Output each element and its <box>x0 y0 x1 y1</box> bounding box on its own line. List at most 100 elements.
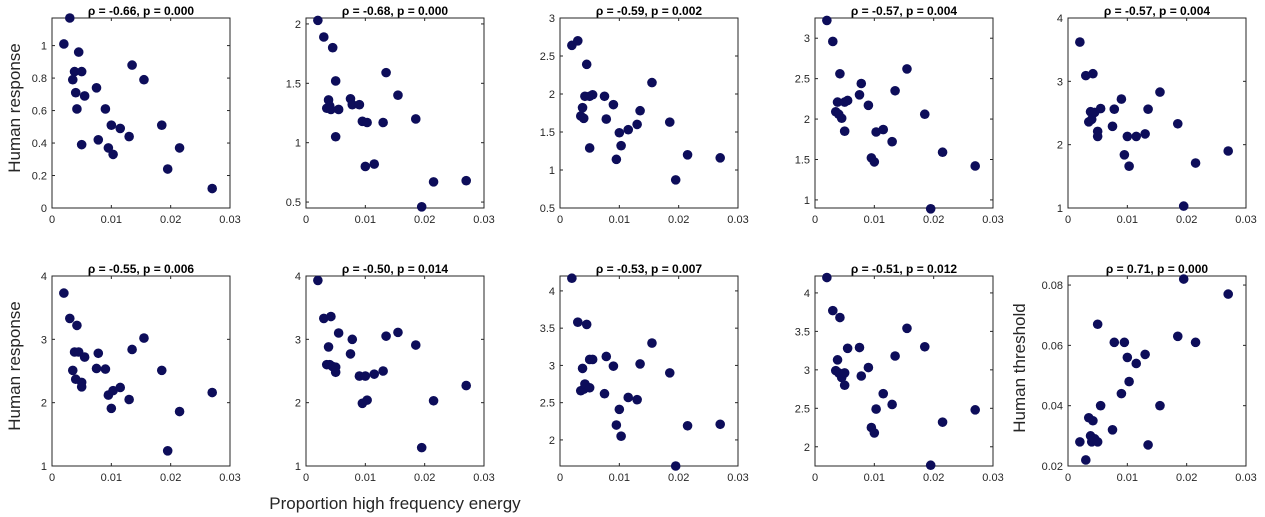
x-tick-label: 0 <box>303 214 309 226</box>
x-tick-label: 0.02 <box>923 214 944 226</box>
data-point <box>887 136 897 147</box>
data-point <box>65 13 75 23</box>
data-point <box>869 428 880 438</box>
data-point <box>1107 425 1118 435</box>
data-point <box>162 446 173 456</box>
data-point <box>664 368 675 378</box>
data-point <box>573 36 583 46</box>
y-tick-label: 4 <box>1057 13 1063 25</box>
data-point <box>79 91 90 101</box>
data-point <box>333 104 344 115</box>
data-point <box>632 119 642 130</box>
y-tick-label: 1 <box>804 195 810 207</box>
data-point <box>326 104 336 115</box>
y-tick-label: 2 <box>804 442 810 454</box>
data-point <box>1140 349 1150 360</box>
data-point <box>1178 274 1189 284</box>
data-point <box>608 361 619 371</box>
data-point <box>70 87 81 98</box>
data-point <box>863 362 874 373</box>
data-point <box>327 42 338 53</box>
data-point <box>682 150 693 160</box>
data-point <box>207 387 217 398</box>
data-point <box>919 341 930 352</box>
y-tick-label: 0 <box>41 203 47 215</box>
data-point <box>67 74 78 85</box>
y-tick-label: 0.4 <box>32 138 47 150</box>
data-point <box>584 143 595 153</box>
data-point <box>970 405 980 415</box>
data-point <box>1107 121 1118 132</box>
data-point <box>839 368 850 378</box>
data-point <box>162 164 173 174</box>
x-tick-label: 0.03 <box>982 214 1003 226</box>
data-point <box>1116 94 1127 104</box>
data-point <box>362 395 372 405</box>
data-point <box>108 149 118 160</box>
y-tick-label: 2 <box>295 398 301 410</box>
x-tick-label: 0.01 <box>609 472 630 484</box>
scatter-panel-1: 0 0.01 0.02 0.03 0 0.2 0.4 0.6 0.8 1 ρ = -0.66, p … <box>32 4 241 226</box>
data-point <box>608 99 619 110</box>
x-tick-label: 0.01 <box>101 214 122 226</box>
data-point <box>360 161 371 172</box>
y-tick-label: 3 <box>1057 76 1063 88</box>
data-point <box>1075 437 1085 447</box>
data-point <box>887 399 897 410</box>
data-point <box>428 177 439 187</box>
data-point <box>599 91 610 102</box>
x-tick-label: 0 <box>1065 214 1071 226</box>
data-point <box>854 90 865 100</box>
data-point <box>59 288 69 298</box>
y-tick-label: 0.06 <box>1042 340 1063 352</box>
data-point <box>362 117 372 128</box>
data-point <box>584 382 595 393</box>
x-tick-label: 0.01 <box>609 214 630 226</box>
data-point <box>381 331 391 341</box>
data-point <box>842 95 853 106</box>
data-point <box>1155 87 1165 97</box>
data-point <box>715 153 725 163</box>
x-tick-label: 0.01 <box>864 472 885 484</box>
y-tick-label: 0.5 <box>540 203 555 215</box>
x-tick-label: 0 <box>49 472 55 484</box>
x-tick-label: 0.01 <box>1117 214 1138 226</box>
data-point <box>835 312 845 323</box>
y-tick-label: 1 <box>549 165 555 177</box>
data-point <box>174 406 185 417</box>
x-tick-label: 0.02 <box>1176 472 1197 484</box>
x-tick-label: 0.02 <box>1176 214 1197 226</box>
data-point <box>1172 118 1183 129</box>
data-point <box>1122 131 1133 142</box>
data-point <box>207 183 217 194</box>
axes-box <box>814 17 994 209</box>
data-point <box>369 369 380 379</box>
x-tick-label: 0.03 <box>473 214 494 226</box>
data-point <box>581 59 592 70</box>
data-point <box>581 319 592 330</box>
y-tick-label: 1.5 <box>795 154 810 166</box>
data-point <box>345 349 356 359</box>
data-point <box>919 109 930 120</box>
data-point <box>670 175 681 185</box>
data-point <box>611 154 622 165</box>
data-point <box>623 392 634 403</box>
data-point <box>902 323 912 334</box>
data-point <box>354 99 365 110</box>
data-point <box>378 366 388 376</box>
data-point <box>614 404 625 415</box>
data-point <box>1223 289 1233 299</box>
scatter-panel-9: 0 0.01 0.02 0.03 2 2.5 3 3.5 4 ρ = -0.51, p = 0.0… <box>795 262 1004 484</box>
data-point <box>416 202 427 212</box>
y-tick-label: 4 <box>295 271 301 283</box>
data-point <box>1119 150 1130 160</box>
y-tick-label: 2 <box>1057 140 1063 152</box>
data-point <box>461 380 472 391</box>
x-tick-label: 0 <box>557 472 563 484</box>
data-point <box>1143 104 1153 114</box>
data-point <box>461 175 472 186</box>
data-point <box>1223 146 1233 156</box>
data-point <box>313 15 323 26</box>
data-point <box>369 159 380 169</box>
y-tick-label: 1 <box>41 41 47 53</box>
